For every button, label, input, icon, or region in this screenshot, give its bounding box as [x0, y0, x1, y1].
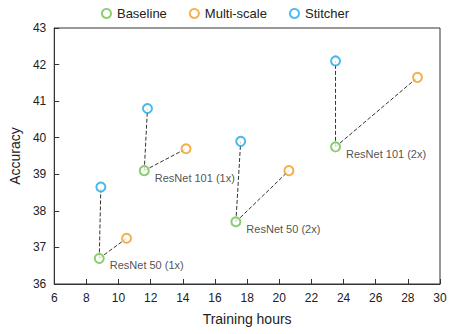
svg-text:Multi-scale: Multi-scale [205, 6, 267, 21]
svg-text:Accuracy: Accuracy [7, 127, 23, 185]
svg-text:26: 26 [369, 291, 383, 305]
svg-text:10: 10 [112, 291, 126, 305]
svg-text:39: 39 [33, 167, 47, 181]
svg-text:ResNet 50 (2x): ResNet 50 (2x) [246, 223, 320, 235]
svg-text:ResNet 101 (2x): ResNet 101 (2x) [346, 148, 426, 160]
svg-text:24: 24 [337, 291, 351, 305]
svg-text:Training hours: Training hours [203, 311, 292, 327]
svg-text:41: 41 [33, 94, 47, 108]
svg-text:22: 22 [305, 291, 319, 305]
svg-text:6: 6 [51, 291, 58, 305]
svg-text:18: 18 [240, 291, 254, 305]
svg-text:28: 28 [401, 291, 415, 305]
svg-text:42: 42 [33, 58, 47, 72]
svg-text:16: 16 [208, 291, 222, 305]
svg-text:37: 37 [33, 240, 47, 254]
svg-text:8: 8 [83, 291, 90, 305]
svg-text:40: 40 [33, 131, 47, 145]
svg-text:14: 14 [176, 291, 190, 305]
svg-text:43: 43 [33, 21, 47, 35]
svg-text:Baseline: Baseline [117, 6, 167, 21]
svg-text:ResNet 101 (1x): ResNet 101 (1x) [155, 172, 235, 184]
svg-text:ResNet 50 (1x): ResNet 50 (1x) [110, 259, 184, 271]
svg-text:30: 30 [433, 291, 447, 305]
svg-text:Stitcher: Stitcher [305, 6, 350, 21]
svg-text:12: 12 [144, 291, 158, 305]
svg-text:38: 38 [33, 204, 47, 218]
svg-text:20: 20 [273, 291, 287, 305]
svg-text:36: 36 [33, 277, 47, 291]
